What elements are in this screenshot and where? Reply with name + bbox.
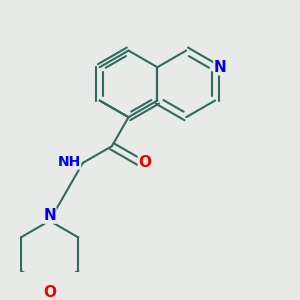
Text: N: N (214, 60, 226, 75)
Text: N: N (43, 208, 56, 223)
Text: O: O (138, 155, 152, 170)
Text: NH: NH (57, 155, 81, 169)
Text: O: O (43, 285, 56, 300)
